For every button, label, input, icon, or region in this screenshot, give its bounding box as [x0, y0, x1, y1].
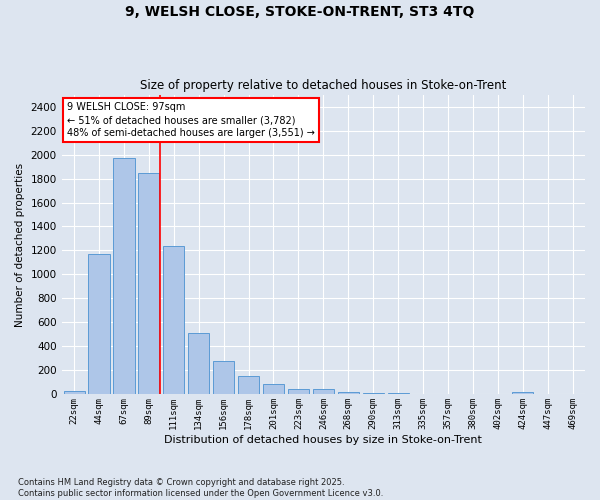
Text: 9, WELSH CLOSE, STOKE-ON-TRENT, ST3 4TQ: 9, WELSH CLOSE, STOKE-ON-TRENT, ST3 4TQ [125, 5, 475, 19]
Bar [338, 392, 359, 394]
Bar [163, 246, 184, 394]
Bar [188, 333, 209, 394]
Bar [362, 392, 384, 394]
Text: Contains HM Land Registry data © Crown copyright and database right 2025.
Contai: Contains HM Land Registry data © Crown c… [18, 478, 383, 498]
Bar [238, 376, 259, 394]
Bar [138, 172, 160, 394]
Bar [213, 362, 234, 394]
Bar [263, 384, 284, 394]
Bar [313, 390, 334, 394]
Bar [88, 254, 110, 394]
Title: Size of property relative to detached houses in Stoke-on-Trent: Size of property relative to detached ho… [140, 79, 506, 92]
X-axis label: Distribution of detached houses by size in Stoke-on-Trent: Distribution of detached houses by size … [164, 435, 482, 445]
Bar [113, 158, 134, 394]
Bar [512, 392, 533, 394]
Bar [388, 393, 409, 394]
Bar [64, 392, 85, 394]
Bar [288, 388, 309, 394]
Text: 9 WELSH CLOSE: 97sqm
← 51% of detached houses are smaller (3,782)
48% of semi-de: 9 WELSH CLOSE: 97sqm ← 51% of detached h… [67, 102, 315, 139]
Y-axis label: Number of detached properties: Number of detached properties [15, 162, 25, 326]
